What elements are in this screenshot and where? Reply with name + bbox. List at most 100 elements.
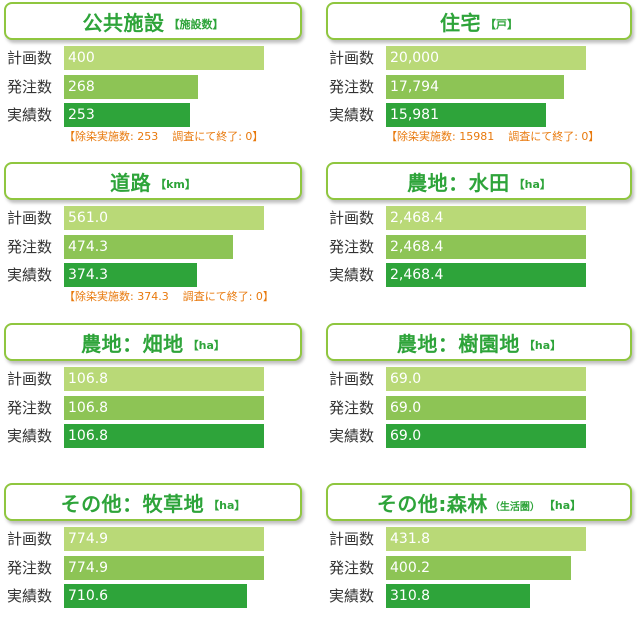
row-label: 発注数 (7, 399, 53, 417)
row-label: 計画数 (329, 209, 375, 227)
bar-value-label: 69.0 (390, 428, 422, 444)
chart-unit: 【ha】 (208, 499, 246, 512)
bar-order (64, 235, 233, 259)
bar-row: 発注数 106.8 (4, 396, 302, 420)
bar-plan (386, 367, 586, 391)
decon-note: 【除染実施数: 253 調査にて終了: 0】 (64, 128, 263, 144)
row-label: 発注数 (7, 559, 53, 577)
bar-order (386, 556, 571, 580)
survey-end-note: 調査にて終了: 0】 (172, 130, 264, 143)
bar-value-label: 2,468.4 (390, 210, 444, 226)
bar-value-label: 69.0 (390, 371, 422, 387)
survey-end-note: 調査にて終了: 0】 (508, 130, 600, 143)
row-label: 実績数 (329, 266, 375, 284)
chart-unit: 【ha】 (543, 499, 582, 512)
row-label: 計画数 (7, 530, 53, 548)
bar-value-label: 774.9 (68, 560, 109, 576)
bar-value-label: 774.9 (68, 531, 109, 547)
chart-unit: 【km】 (155, 178, 196, 191)
bar-value-label: 106.8 (68, 400, 109, 416)
bar-value-label: 20,000 (390, 50, 439, 66)
bar-row: 発注数 268 (4, 75, 302, 99)
chart-panel: 農地：水田 【ha】 計画数 2,468.4 発注数 2,468.4 実績数 2,468.4 (326, 162, 632, 320)
bar-plan (64, 46, 264, 70)
chart-title: 公共施設 (82, 10, 165, 35)
row-label: 実績数 (329, 106, 375, 124)
bar-actual (386, 424, 586, 448)
bar-plan (386, 206, 586, 230)
decon-count-note: 【除染実施数: 374.3 (64, 290, 169, 303)
bar-value-label: 310.8 (390, 588, 431, 604)
bar-row: 計画数 400 (4, 46, 302, 70)
chart-title-box: 公共施設 【施設数】 (4, 2, 302, 40)
bar-row: 発注数 69.0 (326, 396, 632, 420)
row-label: 発注数 (329, 559, 375, 577)
bar-order (64, 75, 198, 99)
bar-row: 計画数 69.0 (326, 367, 632, 391)
chart-title: 住宅 (440, 10, 481, 35)
chart-title-box: 住宅 【戸】 (326, 2, 632, 40)
bar-row: 発注数 774.9 (4, 556, 302, 580)
bar-plan (64, 527, 264, 551)
row-label: 実績数 (7, 106, 53, 124)
chart-panel: 住宅 【戸】計画数 20,000 発注数 17,794 実績数 15,981 【除染実施数: … (326, 2, 632, 160)
bar-actual (64, 263, 197, 287)
row-label: 実績数 (7, 427, 53, 445)
row-label: 発注数 (329, 238, 375, 256)
row-label: 計画数 (329, 370, 375, 388)
bar-row: 発注数 2,468.4 (326, 235, 632, 259)
bar-order (386, 396, 586, 420)
chart-title-box: 農地：畑地 【ha】 (4, 323, 302, 361)
bar-value-label: 374.3 (68, 267, 109, 283)
bar-value-label: 400 (68, 50, 95, 66)
bar-plan (386, 527, 586, 551)
bar-row: 発注数 17,794 (326, 75, 632, 99)
chart-panel: 道路 【km】 計画数 561.0 発注数 474.3 実績数 374.3 【除染実施数: 37… (4, 162, 302, 320)
row-label: 実績数 (7, 266, 53, 284)
bar-value-label: 106.8 (68, 428, 109, 444)
bar-actual (386, 584, 530, 608)
bar-value-label: 2,468.4 (390, 267, 444, 283)
bar-actual (386, 263, 586, 287)
chart-panel: 公共施設 【施設数】計画数 400 発注数 268 実績数 253 【除染実施数: 253 調査… (4, 2, 302, 160)
bar-value-label: 69.0 (390, 400, 422, 416)
bar-value-label: 253 (68, 107, 95, 123)
chart-title-box: 農地：樹園地 【ha】 (326, 323, 632, 361)
row-label: 発注数 (329, 78, 375, 96)
chart-panel: その他:森林 （生活圏） 【ha】 計画数 431.8 発注数 400.2 実績数 310.8 (326, 483, 632, 641)
row-label: 発注数 (7, 78, 53, 96)
bar-row: 実績数 69.0 (326, 424, 632, 448)
row-label: 計画数 (7, 370, 53, 388)
bar-plan (386, 46, 586, 70)
chart-title: 農地：畑地 (81, 331, 184, 356)
chart-subtitle: （生活圏） (489, 501, 540, 513)
bar-value-label: 474.3 (68, 239, 109, 255)
bar-value-label: 15,981 (390, 107, 439, 123)
chart-title: その他：牧草地 (60, 491, 205, 516)
bar-actual (64, 103, 190, 127)
bar-value-label: 17,794 (390, 79, 439, 95)
row-label: 計画数 (329, 49, 375, 67)
row-label: 発注数 (329, 399, 375, 417)
chart-unit: 【戸】 (485, 18, 518, 31)
bar-plan (64, 367, 264, 391)
chart-title: その他:森林 (376, 491, 488, 516)
bar-row: 実績数 374.3 (4, 263, 302, 287)
bar-row: 計画数 106.8 (4, 367, 302, 391)
chart-panel: 農地：畑地 【ha】 計画数 106.8 発注数 106.8 実績数 106.8 (4, 323, 302, 481)
row-label: 実績数 (329, 587, 375, 605)
decon-count-note: 【除染実施数: 15981 (386, 130, 495, 143)
chart-title: 道路 (110, 170, 152, 195)
bar-order (386, 235, 586, 259)
bar-value-label: 710.6 (68, 588, 109, 604)
chart-unit: 【ha】 (513, 178, 551, 191)
bar-actual (64, 584, 247, 608)
chart-title: 農地：樹園地 (396, 331, 520, 356)
bar-order (386, 75, 564, 99)
bar-row: 発注数 400.2 (326, 556, 632, 580)
bar-row: 実績数 106.8 (4, 424, 302, 448)
bar-row: 計画数 2,468.4 (326, 206, 632, 230)
decon-note: 【除染実施数: 374.3 調査にて終了: 0】 (64, 288, 274, 304)
bar-actual (386, 103, 546, 127)
bar-order (64, 396, 264, 420)
